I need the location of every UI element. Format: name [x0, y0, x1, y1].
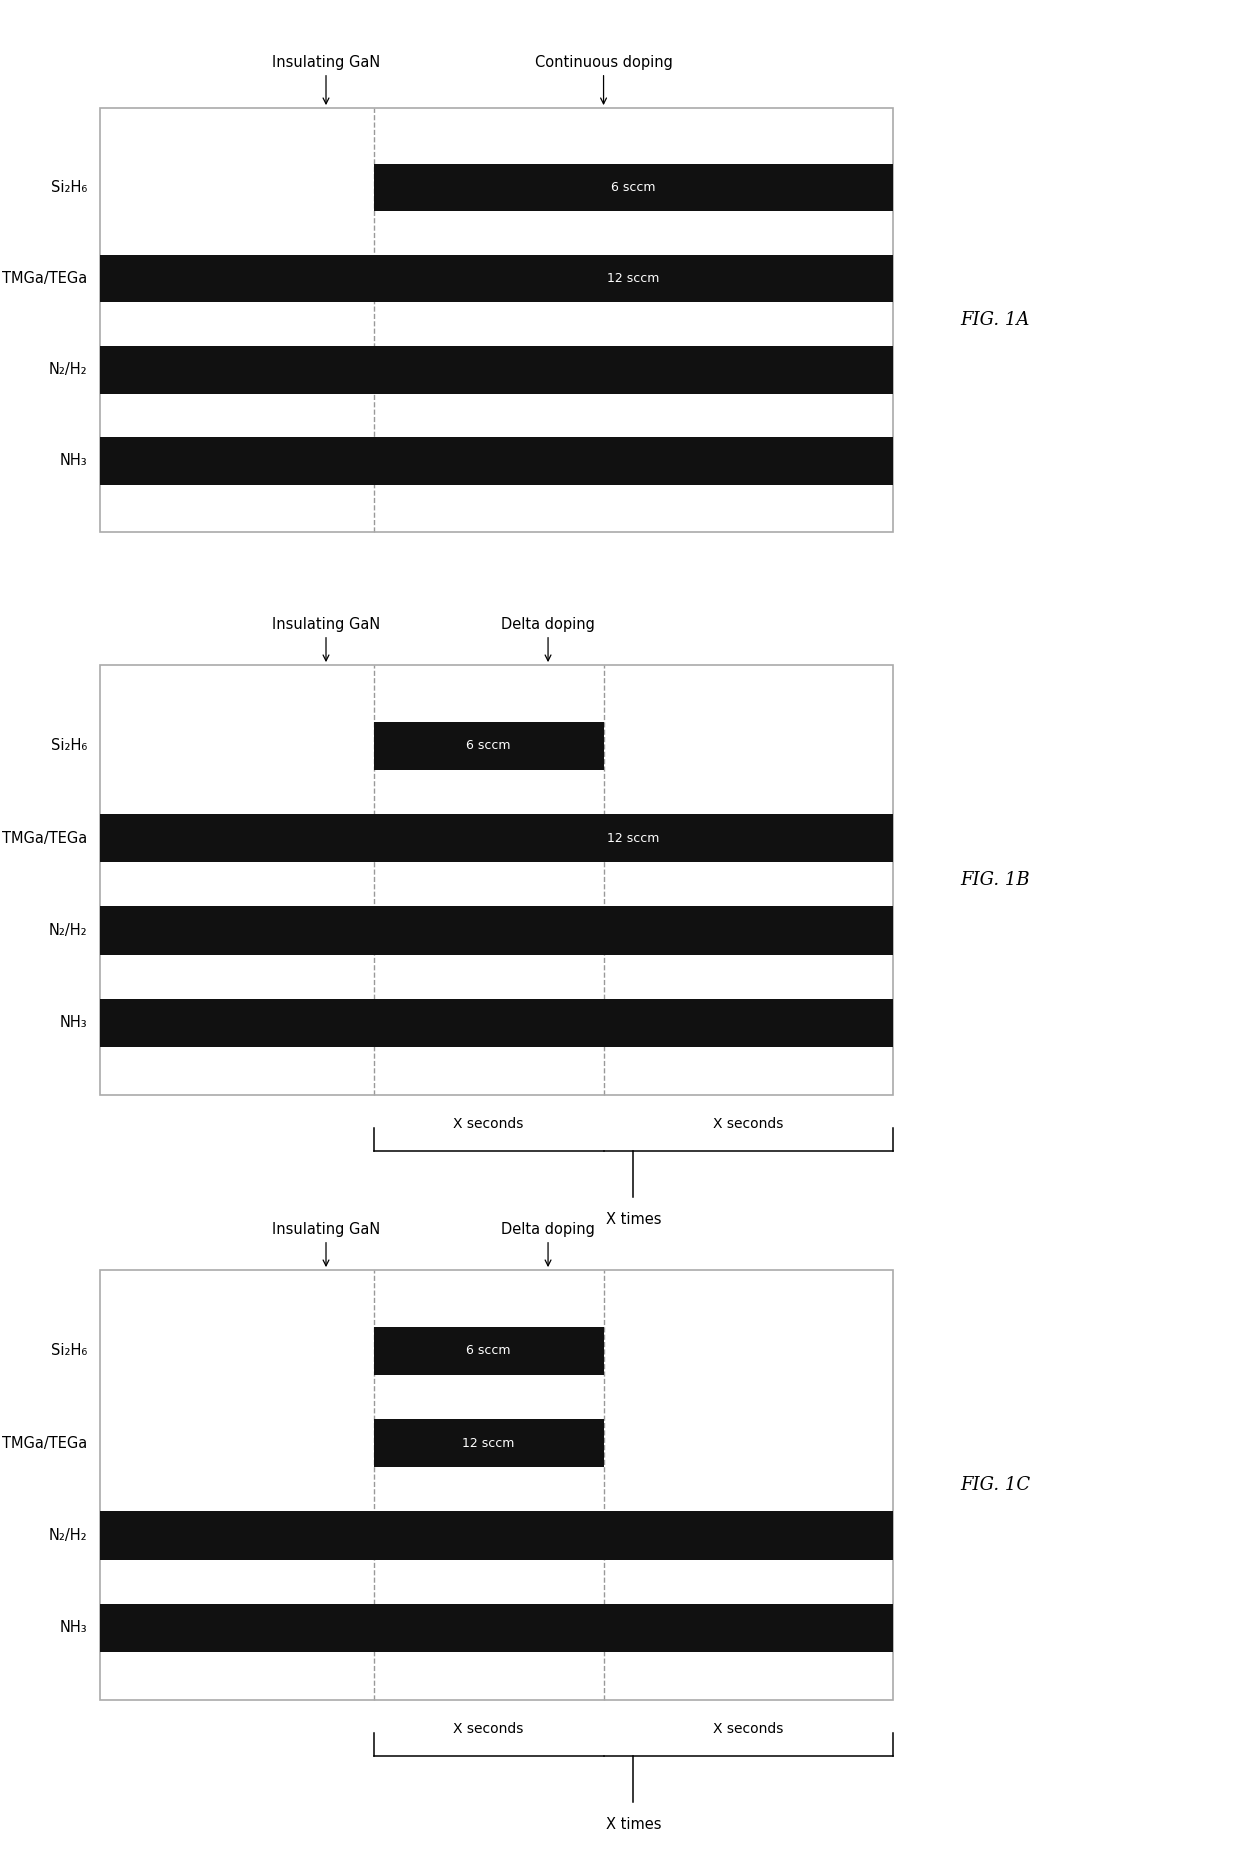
Text: TMGa/TEGa: TMGa/TEGa [2, 1436, 88, 1451]
Bar [100, 1512, 893, 1560]
Text: X times: X times [605, 1212, 661, 1227]
Bar [100, 1270, 893, 1699]
Text: Si₂H₆: Si₂H₆ [51, 180, 88, 194]
Text: X times: X times [605, 1816, 661, 1832]
Text: 12 sccm: 12 sccm [608, 831, 660, 844]
Text: Continuous doping: Continuous doping [534, 56, 672, 104]
Text: TMGa/TEGa: TMGa/TEGa [2, 270, 88, 287]
Text: 12 sccm: 12 sccm [463, 1436, 515, 1449]
Text: Insulating GaN: Insulating GaN [272, 1222, 381, 1266]
Bar [373, 163, 893, 211]
Text: 6 sccm: 6 sccm [466, 739, 511, 752]
Bar [100, 907, 893, 955]
Text: Insulating GaN: Insulating GaN [272, 616, 381, 661]
Bar [100, 346, 893, 394]
Bar [100, 814, 373, 863]
Text: Insulating GaN: Insulating GaN [272, 56, 381, 104]
Text: FIG. 1A: FIG. 1A [960, 311, 1029, 329]
Bar [373, 255, 893, 302]
Text: N₂/H₂: N₂/H₂ [48, 1529, 88, 1544]
Text: 6 sccm: 6 sccm [611, 181, 656, 194]
Text: TMGa/TEGa: TMGa/TEGa [2, 831, 88, 846]
Text: X seconds: X seconds [454, 1721, 523, 1736]
Text: X seconds: X seconds [713, 1721, 784, 1736]
Bar [373, 1327, 604, 1375]
Bar [373, 814, 893, 863]
Bar [373, 1420, 604, 1468]
Bar [100, 437, 893, 485]
Text: NH₃: NH₃ [60, 1016, 88, 1031]
Bar [100, 107, 893, 531]
Text: NH₃: NH₃ [60, 1620, 88, 1636]
Text: FIG. 1B: FIG. 1B [960, 872, 1029, 888]
Text: Si₂H₆: Si₂H₆ [51, 739, 88, 753]
Text: N₂/H₂: N₂/H₂ [48, 924, 88, 938]
Text: NH₃: NH₃ [60, 453, 88, 468]
Text: X seconds: X seconds [454, 1118, 523, 1131]
Text: Delta doping: Delta doping [501, 616, 595, 661]
Text: Si₂H₆: Si₂H₆ [51, 1344, 88, 1359]
Text: 6 sccm: 6 sccm [466, 1344, 511, 1357]
Text: Delta doping: Delta doping [501, 1222, 595, 1266]
Bar [100, 1605, 893, 1651]
Text: N₂/H₂: N₂/H₂ [48, 363, 88, 378]
Text: FIG. 1C: FIG. 1C [960, 1475, 1030, 1494]
Bar [100, 665, 893, 1096]
Bar [100, 255, 373, 302]
Bar [373, 722, 604, 770]
Bar [100, 1000, 893, 1048]
Text: X seconds: X seconds [713, 1118, 784, 1131]
Text: 12 sccm: 12 sccm [608, 272, 660, 285]
